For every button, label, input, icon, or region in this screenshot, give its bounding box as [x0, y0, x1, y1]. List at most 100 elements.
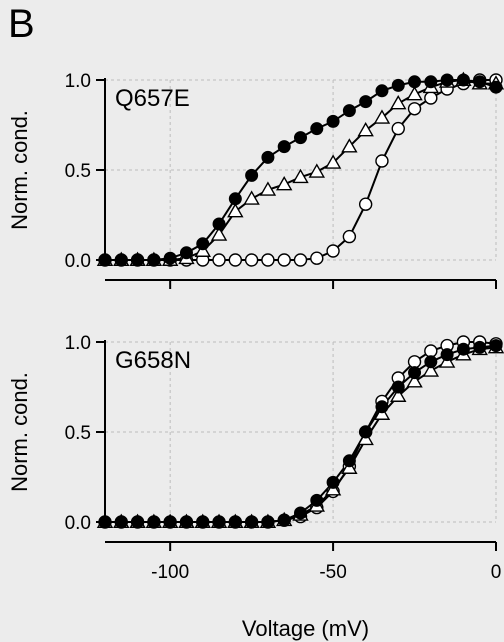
data-point-open-triangle: [390, 387, 407, 402]
plot-panel-1: 0.0 0.5 1.0 Norm. cond. Q657E: [7, 71, 504, 289]
data-point-open-triangle: [373, 109, 391, 124]
data-point-open-circle: [228, 253, 243, 267]
data-point-filled-circle: [245, 515, 259, 529]
y-tick-label: 0.0: [65, 251, 91, 272]
data-point-open-triangle: [357, 121, 374, 137]
data-point-filled-circle: [131, 515, 145, 529]
data-point-open-triangle: [210, 226, 228, 241]
data-point-filled-circle: [359, 425, 373, 439]
y-axis-title: Norm. cond.: [7, 110, 32, 230]
data-point-open-triangle: [341, 138, 358, 153]
data-point-filled-circle: [196, 237, 210, 251]
data-point-filled-circle: [277, 140, 291, 154]
data-point-filled-circle: [196, 515, 210, 529]
data-point-filled-circle: [98, 515, 112, 529]
data-point-filled-circle: [408, 366, 422, 380]
data-point-open-circle: [358, 197, 373, 211]
data-point-open-triangle: [292, 168, 309, 184]
data-point-filled-circle: [147, 515, 161, 529]
data-point-open-triangle: [227, 202, 244, 218]
data-point-open-circle: [293, 253, 308, 267]
data-point-filled-circle: [310, 122, 324, 136]
data-point-filled-circle: [179, 515, 193, 529]
y-tick-label: 0.5: [65, 423, 91, 444]
data-point-open-circle: [391, 121, 405, 136]
data-point-open-triangle: [243, 190, 260, 205]
data-point-open-triangle: [390, 94, 407, 110]
data-point-filled-circle: [489, 80, 503, 94]
panel-letter: B: [8, 2, 35, 46]
data-point-open-triangle: [406, 373, 423, 388]
data-point-filled-circle: [456, 342, 470, 356]
data-point-open-circle: [212, 253, 226, 267]
data-point-open-circle: [375, 154, 389, 168]
data-point-filled-circle: [294, 506, 307, 520]
y-tick-label: 0.5: [65, 161, 91, 182]
x-tick-label: -50: [319, 562, 346, 583]
data-point-filled-circle: [163, 515, 177, 529]
data-point-filled-circle: [261, 515, 275, 529]
data-point-open-circle: [342, 229, 357, 244]
data-point-filled-circle: [489, 339, 503, 353]
data-point-filled-circle: [440, 348, 454, 362]
data-point-open-triangle: [259, 181, 277, 196]
y-tick-label: 1.0: [65, 333, 91, 354]
x-tick-label: 0: [491, 562, 502, 583]
data-point-filled-circle: [326, 475, 340, 489]
data-point-open-circle: [244, 253, 259, 267]
data-point-filled-circle: [131, 253, 145, 267]
data-point-open-circle: [424, 344, 438, 358]
data-point-filled-circle: [114, 253, 128, 267]
data-point-filled-circle: [114, 515, 128, 529]
y-tick-label: 1.0: [65, 71, 91, 92]
data-point-open-triangle: [308, 163, 325, 178]
data-point-filled-circle: [342, 454, 356, 468]
data-point-filled-circle: [98, 253, 112, 267]
x-tick-label: -100: [151, 562, 189, 583]
data-point-filled-circle: [245, 168, 259, 182]
data-point-open-circle: [407, 102, 422, 116]
data-point-filled-circle: [375, 400, 389, 414]
data-point-open-circle: [424, 91, 438, 105]
panel-label: Q657E: [115, 85, 190, 112]
data-point-open-triangle: [324, 154, 342, 169]
plot-panel-2: 0.0 0.5 1.0 -100 -50 0 Norm. cond. Voltage (mV)…: [7, 333, 504, 641]
data-point-filled-circle: [375, 84, 389, 98]
data-point-filled-circle: [473, 340, 487, 354]
data-point-filled-circle: [359, 95, 373, 109]
data-point-filled-circle: [147, 253, 161, 267]
data-point-filled-circle: [277, 513, 291, 527]
data-point-filled-circle: [326, 114, 340, 128]
data-point-open-circle: [326, 244, 340, 258]
data-point-filled-circle: [440, 73, 454, 87]
data-point-filled-circle: [163, 251, 177, 265]
data-point-open-circle: [407, 355, 422, 369]
data-point-filled-circle: [342, 104, 356, 118]
data-point-open-triangle: [422, 362, 440, 377]
data-point-filled-circle: [228, 515, 242, 529]
data-point-filled-circle: [294, 131, 307, 145]
data-point-open-triangle: [406, 85, 423, 101]
data-point-filled-circle: [473, 75, 487, 89]
y-tick-label: 0.0: [65, 513, 91, 534]
data-point-open-circle: [310, 251, 324, 265]
data-point-filled-circle: [228, 192, 242, 206]
data-point-open-circle: [277, 253, 291, 267]
data-point-open-triangle: [276, 175, 293, 191]
data-point-filled-circle: [310, 493, 324, 507]
data-point-filled-circle: [212, 515, 226, 529]
data-point-filled-circle: [261, 150, 275, 164]
data-point-filled-circle: [391, 78, 405, 92]
data-point-filled-circle: [424, 355, 438, 369]
panel-label: G658N: [115, 347, 191, 374]
data-point-open-circle: [261, 253, 275, 267]
data-point-filled-circle: [391, 380, 405, 394]
data-point-filled-circle: [408, 75, 422, 89]
y-axis-title: Norm. cond.: [7, 372, 32, 492]
data-point-filled-circle: [456, 73, 470, 87]
data-point-filled-circle: [212, 217, 226, 231]
data-point-filled-circle: [424, 75, 438, 89]
data-point-filled-circle: [179, 246, 193, 260]
x-axis-title: Voltage (mV): [242, 616, 369, 641]
